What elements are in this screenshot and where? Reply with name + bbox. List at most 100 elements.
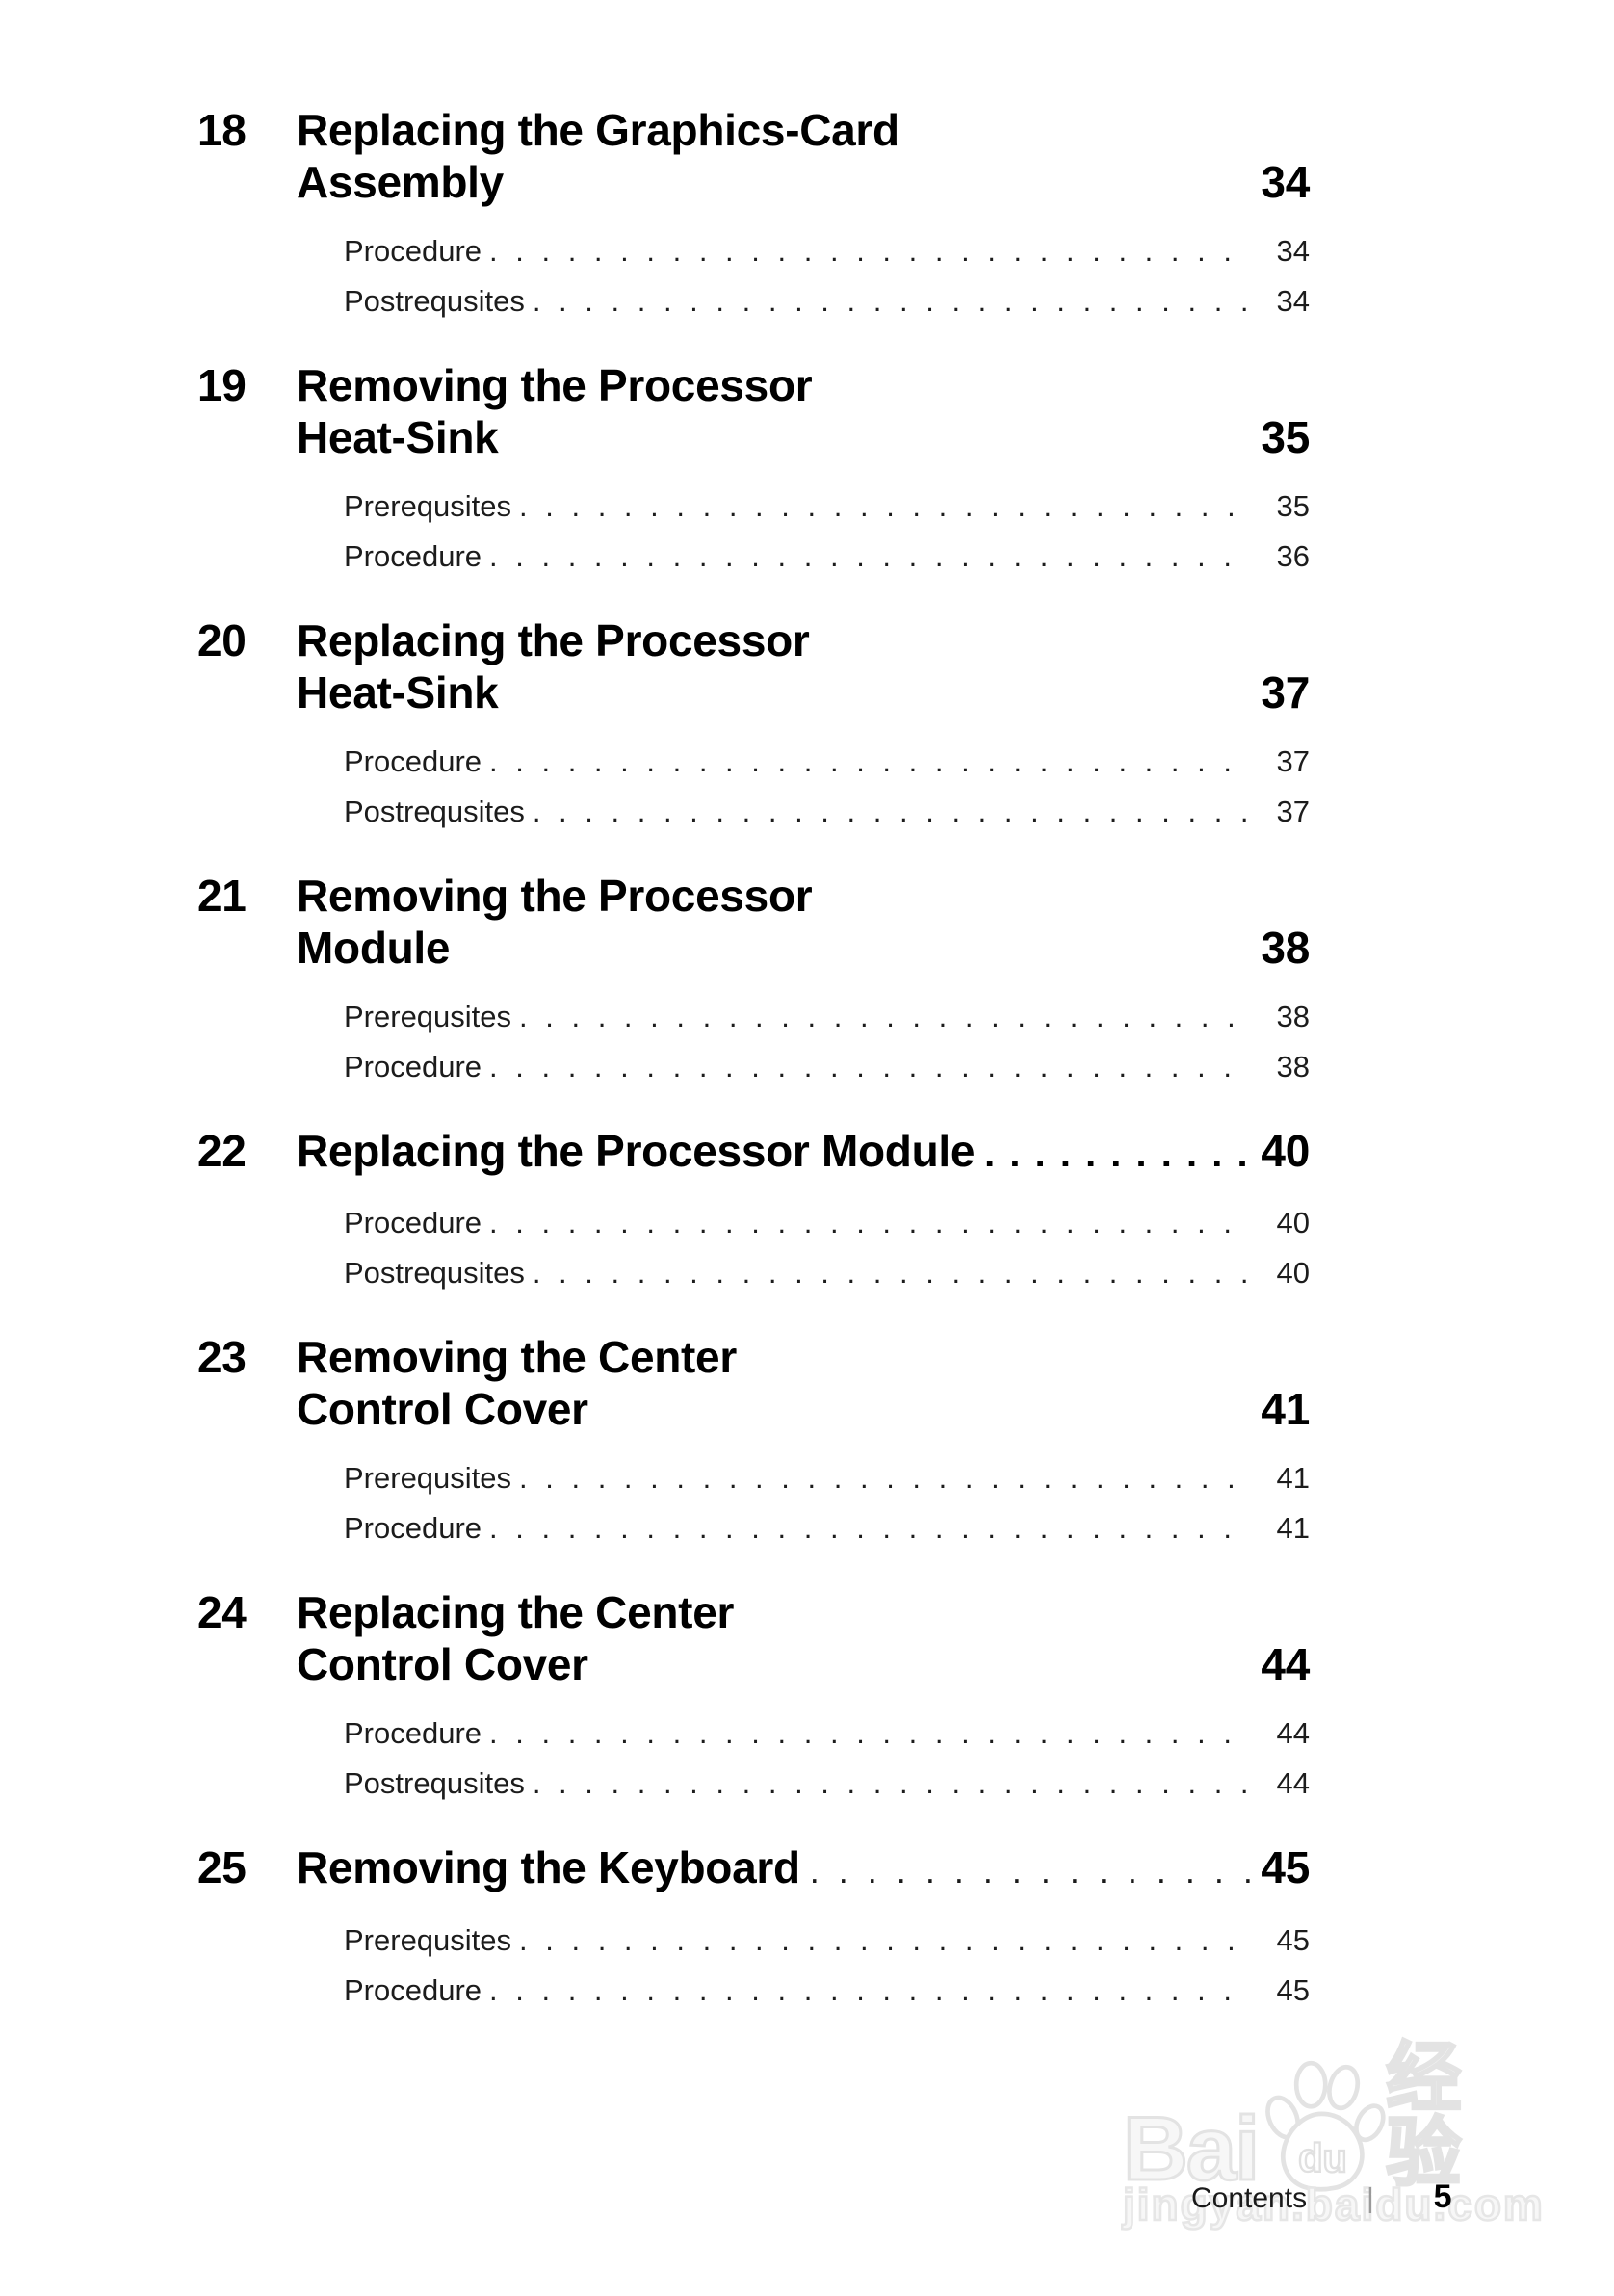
dot-leader: . . . . . . . . . . . . . . . . . . . . …	[519, 1923, 1248, 1957]
toc-sub-entry-page-number: 41	[1276, 1461, 1310, 1495]
toc-entry-number: 19	[197, 360, 247, 410]
toc-sub-entry: Prerequsites . . . . . . . . . . . . . .…	[344, 999, 1310, 1034]
toc-entry-heading: 23 Removing the Center Control Cover 41	[197, 1331, 1310, 1435]
toc-sub-entry-page-number: 40	[1276, 1206, 1310, 1239]
toc-entry-title: Assembly	[297, 157, 504, 207]
toc-sub-entry: Prerequsites . . . . . . . . . . . . . .…	[344, 1922, 1310, 1958]
toc-sub-entry-label: Prerequsites	[344, 1923, 512, 1957]
dot-leader: . . . . . . . . . . . . . . . . . . . . …	[519, 489, 1248, 523]
toc-sub-entry-page-number: 41	[1276, 1511, 1310, 1545]
toc-entry-page-number: 45	[1261, 1842, 1310, 1892]
toc-sub-entry-label: Procedure	[344, 1050, 482, 1083]
toc-sub-entry-page-number: 45	[1276, 1923, 1310, 1957]
toc-entry-heading: 21 Removing the Processor Module 38	[197, 870, 1310, 974]
toc-entry-title: Replacing the Processor Module	[297, 1126, 976, 1176]
toc-sub-entry-label: Procedure	[344, 1206, 482, 1239]
toc-sub-entries: Procedure . . . . . . . . . . . . . . . …	[197, 1205, 1310, 1291]
toc-entry-number: 22	[197, 1126, 247, 1176]
toc-entry: 18 Replacing the Graphics-Card Assembly …	[197, 104, 1310, 319]
dot-leader: . . . . . . . . . . . . . . . . . . . . …	[809, 1851, 1252, 1891]
toc-entry-heading: 19 Removing the Processor Heat-Sink 35	[197, 359, 1310, 463]
toc-entry-number: 24	[197, 1587, 247, 1637]
toc-sub-entries: Prerequsites . . . . . . . . . . . . . .…	[197, 488, 1310, 574]
toc-sub-entry: Postrequsites . . . . . . . . . . . . . …	[344, 1765, 1310, 1801]
dot-leader: . . . . . . . . . . . . . . . . . . . . …	[489, 1050, 1248, 1083]
toc-entry: 22 Replacing the Processor Module . . . …	[197, 1125, 1310, 1291]
toc-entry-title: Removing the Keyboard	[297, 1842, 800, 1892]
dot-leader: . . . . . . . . . . . . . . . . . . . . …	[489, 744, 1248, 778]
toc-sub-entry-page-number: 38	[1276, 1000, 1310, 1033]
toc-sub-entry-label: Prerequsites	[344, 489, 512, 523]
toc-sub-entries: Procedure . . . . . . . . . . . . . . . …	[197, 744, 1310, 829]
toc-sub-entry: Procedure . . . . . . . . . . . . . . . …	[344, 1510, 1310, 1546]
toc-entry-title: Heat-Sink	[297, 412, 499, 462]
toc-entry-title-row: Assembly 34	[297, 156, 1310, 208]
toc-entry: 21 Removing the Processor Module 38 Prer…	[197, 870, 1310, 1084]
toc-sub-entry-label: Prerequsites	[344, 1461, 512, 1495]
toc-sub-entry: Procedure . . . . . . . . . . . . . . . …	[344, 1715, 1310, 1751]
toc-sub-entry-label: Postrequsites	[344, 284, 525, 318]
footer-separator: |	[1367, 2183, 1374, 2214]
toc-entry-title: Heat-Sink	[297, 667, 499, 718]
toc-sub-entries: Prerequsites . . . . . . . . . . . . . .…	[197, 1922, 1310, 2008]
page-footer: Contents | 5	[1191, 2179, 1452, 2216]
toc-sub-entry: Postrequsites . . . . . . . . . . . . . …	[344, 1255, 1310, 1291]
toc-entry-title-line1: Removing the Processor	[297, 360, 813, 410]
toc-entry-body: Replacing the Center Control Cover 44	[297, 1586, 1310, 1690]
toc-entry-title-row: Control Cover 41	[297, 1383, 1310, 1435]
toc-entry-title: Control Cover	[297, 1384, 588, 1434]
toc-sub-entry-page-number: 34	[1276, 234, 1310, 268]
toc-entry: 25 Removing the Keyboard . . . . . . . .…	[197, 1841, 1310, 2008]
toc-entry-page-number: 38	[1261, 923, 1310, 973]
toc-entry-heading: 25 Removing the Keyboard . . . . . . . .…	[197, 1841, 1310, 1897]
toc-sub-entry-label: Procedure	[344, 234, 482, 268]
toc-sub-entry: Prerequsites . . . . . . . . . . . . . .…	[344, 488, 1310, 524]
footer-section-label: Contents	[1191, 2182, 1308, 2214]
dot-leader: . . . . . . . . . . . . . . . . . . . . …	[984, 1133, 1251, 1175]
dot-leader: . . . . . . . . . . . . . . . . . . . . …	[489, 1716, 1248, 1750]
toc-sub-entry-page-number: 40	[1276, 1256, 1310, 1290]
toc-sub-entry: Procedure . . . . . . . . . . . . . . . …	[344, 538, 1310, 574]
toc-entry-body: Removing the Keyboard . . . . . . . . . …	[297, 1841, 1310, 1897]
toc-sub-entry-page-number: 34	[1276, 284, 1310, 318]
dot-leader: . . . . . . . . . . . . . . . . . . . . …	[532, 1256, 1248, 1290]
toc-entry-body: Replacing the Processor Heat-Sink 37	[297, 614, 1310, 718]
toc-sub-entry-label: Postrequsites	[344, 1766, 525, 1800]
dot-leader: . . . . . . . . . . . . . . . . . . . . …	[519, 1000, 1248, 1033]
toc-entry-number: 21	[197, 871, 247, 921]
toc-sub-entry: Postrequsites . . . . . . . . . . . . . …	[344, 283, 1310, 319]
dot-leader: . . . . . . . . . . . . . . . . . . . . …	[532, 284, 1248, 318]
toc-sub-entry-label: Procedure	[344, 1973, 482, 2007]
toc-entry-page-number: 37	[1261, 667, 1310, 718]
dot-leader: . . . . . . . . . . . . . . . . . . . . …	[532, 795, 1248, 828]
table-of-contents: 18 Replacing the Graphics-Card Assembly …	[197, 104, 1310, 2048]
toc-entry-body: Removing the Processor Heat-Sink 35	[297, 359, 1310, 463]
toc-entry-number: 23	[197, 1332, 247, 1382]
baidu-jingyan-text: 经验	[1385, 2035, 1463, 2195]
toc-entry-body: Removing the Processor Module 38	[297, 870, 1310, 974]
toc-entry-title-row: Heat-Sink 37	[297, 666, 1310, 718]
toc-entry: 23 Removing the Center Control Cover 41 …	[197, 1331, 1310, 1546]
toc-entry-heading: 18 Replacing the Graphics-Card Assembly …	[197, 104, 1310, 208]
toc-entry-body: Removing the Center Control Cover 41	[297, 1331, 1310, 1435]
footer-page-number: 5	[1433, 2179, 1452, 2215]
toc-entry-heading: 22 Replacing the Processor Module . . . …	[197, 1125, 1310, 1180]
toc-sub-entry-label: Procedure	[344, 539, 482, 573]
toc-sub-entries: Procedure . . . . . . . . . . . . . . . …	[197, 1715, 1310, 1801]
toc-sub-entry: Procedure . . . . . . . . . . . . . . . …	[344, 233, 1310, 269]
toc-sub-entry: Procedure . . . . . . . . . . . . . . . …	[344, 1049, 1310, 1084]
toc-entry-title-line1: Replacing the Graphics-Card	[297, 105, 899, 155]
dot-leader: . . . . . . . . . . . . . . . . . . . . …	[489, 539, 1248, 573]
toc-sub-entry-page-number: 35	[1276, 489, 1310, 523]
dot-leader: . . . . . . . . . . . . . . . . . . . . …	[532, 1766, 1248, 1800]
dot-leader: . . . . . . . . . . . . . . . . . . . . …	[519, 1461, 1248, 1495]
toc-entry-heading: 20 Replacing the Processor Heat-Sink 37	[197, 614, 1310, 718]
toc-sub-entry-label: Procedure	[344, 1511, 482, 1545]
toc-sub-entry: Procedure . . . . . . . . . . . . . . . …	[344, 744, 1310, 779]
toc-sub-entry-page-number: 38	[1276, 1050, 1310, 1083]
toc-sub-entry-label: Procedure	[344, 744, 482, 778]
toc-sub-entry-label: Prerequsites	[344, 1000, 512, 1033]
toc-sub-entry-page-number: 37	[1276, 795, 1310, 828]
toc-entry-number: 25	[197, 1842, 247, 1892]
toc-sub-entry: Postrequsites . . . . . . . . . . . . . …	[344, 794, 1310, 829]
